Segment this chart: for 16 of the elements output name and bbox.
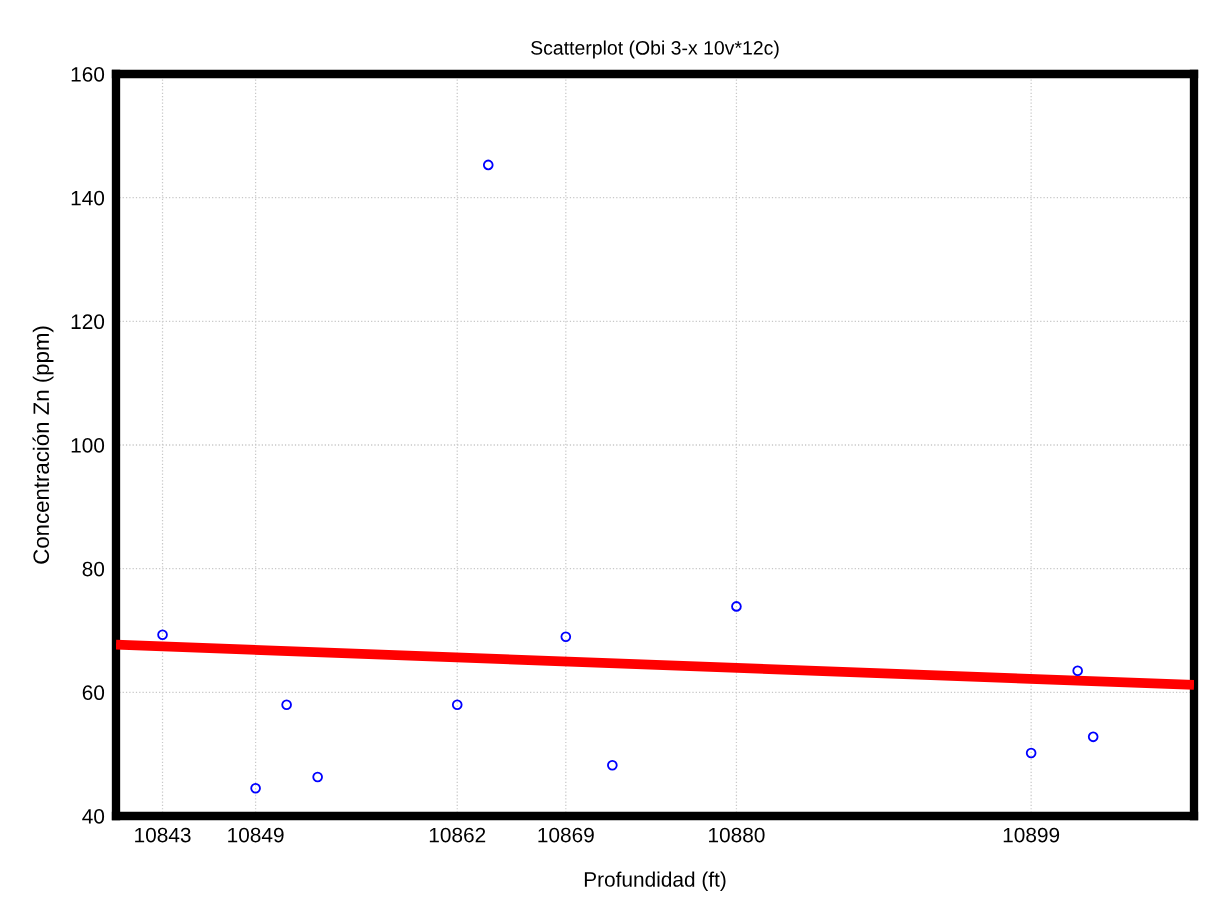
- y-tick-label: 160: [71, 67, 105, 82]
- y-tick-label: 60: [82, 685, 105, 701]
- x-tick-label: 10849: [228, 827, 284, 843]
- x-tick-label: 10843: [135, 827, 191, 843]
- y-tick-label: 40: [82, 809, 105, 824]
- y-tick-label: 140: [71, 190, 105, 206]
- chart-title: Scatterplot (Obi 3-x 10v*12c): [531, 40, 779, 59]
- y-axis-title: Concentración Zn (ppm): [32, 326, 54, 564]
- x-tick-label: 10880: [709, 827, 765, 843]
- y-tick-label: 100: [71, 438, 105, 453]
- x-tick-label: 10862: [429, 827, 486, 843]
- x-tick-label: 10899: [1003, 827, 1060, 843]
- x-tick-label: 10869: [538, 827, 594, 843]
- y-tick-label: 120: [71, 314, 105, 330]
- y-tick-label: 80: [82, 561, 105, 577]
- x-axis-title: Profundidad (ft): [584, 871, 726, 891]
